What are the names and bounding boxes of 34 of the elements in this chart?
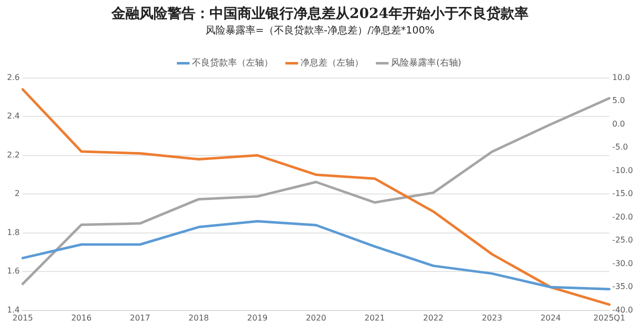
x-tick-label: 2025Q1	[593, 313, 626, 322]
y2-tick-label: -25.0	[612, 236, 634, 245]
chart-subtitle: 风险暴露率=（不良贷款率-净息差）/净息差*100%	[206, 24, 434, 36]
x-tick-label: 2016	[71, 313, 92, 322]
x-tick-label: 2023	[482, 313, 502, 322]
y2-tick-label: -10.0	[612, 166, 634, 175]
x-tick-label: 2024	[540, 313, 561, 322]
x-tick-label: 2017	[130, 313, 150, 322]
y-tick-label: 2	[14, 189, 20, 198]
x-tick-label: 2021	[364, 313, 385, 322]
y-tick-label: 1.8	[6, 228, 20, 237]
chart-title: 金融风险警告：中国商业银行净息差从2024年开始小于不良贷款率	[110, 5, 528, 22]
x-tick-label: 2020	[306, 313, 326, 322]
y-tick-label: 1.6	[6, 266, 20, 276]
x-tick-label: 2018	[188, 313, 209, 322]
legend-label: 风险暴露率(右轴)	[391, 58, 462, 69]
y-tick-label: 2.2	[6, 150, 20, 160]
y-tick-label: 2.6	[6, 72, 20, 82]
y2-tick-label: -20.0	[612, 212, 634, 222]
x-tick-label: 2019	[247, 313, 268, 322]
y2-tick-label: -35.0	[612, 282, 634, 292]
legend-label: 净息差（左轴）	[300, 58, 364, 69]
y2-tick-label: -5.0	[612, 142, 628, 152]
legend-label: 不良贷款率（左轴）	[192, 58, 274, 69]
y2-tick-label: 10.0	[612, 72, 630, 82]
x-tick-label: 2022	[423, 313, 444, 322]
y-tick-label: 2.4	[6, 112, 20, 121]
y2-tick-label: 5.0	[612, 96, 626, 106]
y2-tick-label: -40.0	[612, 305, 634, 314]
y2-tick-label: -15.0	[612, 189, 634, 198]
y-tick-label: 1.4	[6, 305, 20, 314]
y2-tick-label: -30.0	[612, 258, 634, 268]
x-tick-label: 2015	[12, 313, 33, 322]
y2-tick-label: 0.0	[612, 119, 626, 128]
